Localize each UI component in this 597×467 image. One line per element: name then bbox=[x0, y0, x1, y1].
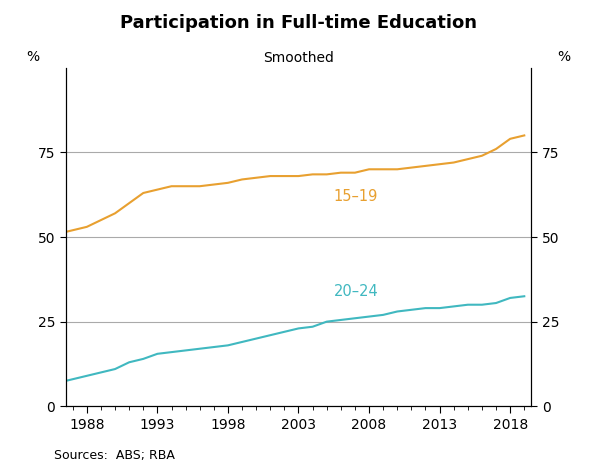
Title: Smoothed: Smoothed bbox=[263, 51, 334, 65]
Text: Participation in Full-time Education: Participation in Full-time Education bbox=[120, 14, 477, 32]
Text: %: % bbox=[26, 50, 39, 64]
Text: 15–19: 15–19 bbox=[334, 189, 378, 204]
Text: 20–24: 20–24 bbox=[334, 283, 378, 299]
Text: %: % bbox=[558, 50, 571, 64]
Text: Sources:  ABS; RBA: Sources: ABS; RBA bbox=[54, 449, 174, 462]
